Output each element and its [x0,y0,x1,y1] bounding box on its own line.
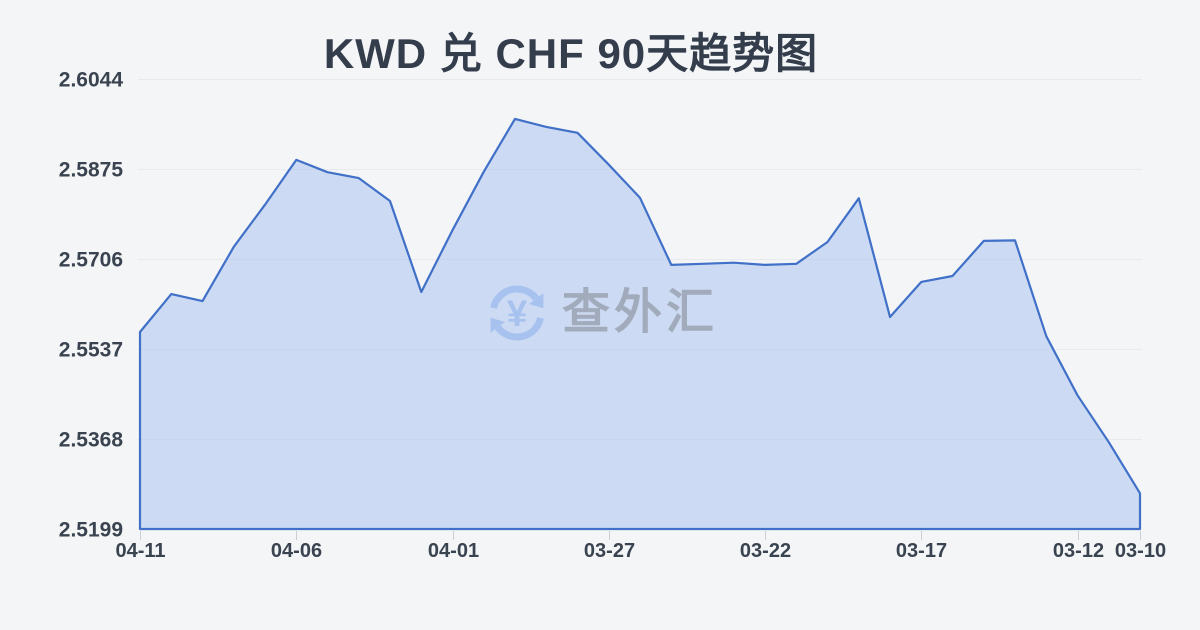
x-axis-label: 04-06 [271,540,322,562]
chart-title: KWD 兑 CHF 90天趋势图 [323,30,819,77]
price-area-series [138,117,1142,531]
x-axis-label: 03-12 [1053,540,1104,562]
y-axis-label: 2.5706 [59,249,123,272]
y-axis-label: 2.5875 [59,159,124,182]
x-axis-label: 03-22 [740,540,791,562]
x-axis-label: 03-10 [1115,540,1166,562]
x-axis-label: 04-11 [115,540,165,562]
x-axis-label: 03-27 [584,540,635,562]
x-axis-label: 03-17 [896,540,947,562]
x-axis-label: 04-01 [428,540,479,562]
y-axis-label: 2.6044 [59,69,124,92]
y-axis-label: 2.5537 [59,339,123,362]
y-axis-label: 2.5199 [59,519,123,542]
y-axis-label: 2.5368 [59,429,124,452]
